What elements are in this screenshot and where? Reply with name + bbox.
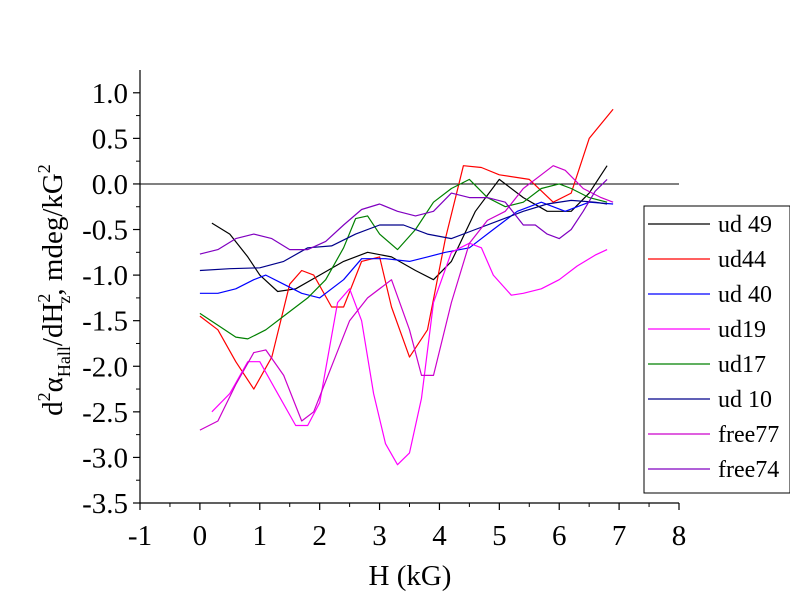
x-tick-label: 7 xyxy=(612,520,627,552)
y-tick-label: 0.0 xyxy=(92,169,128,201)
y-title-sub-hall: Hall xyxy=(54,346,74,377)
y-title-sub-z: z xyxy=(54,296,74,304)
series-line-ud-40 xyxy=(199,201,614,299)
legend-label-ud44: ud44 xyxy=(718,247,766,273)
x-tick-label: 4 xyxy=(432,520,447,552)
legend-box xyxy=(643,205,790,494)
legend-label-free74: free74 xyxy=(718,457,779,483)
legend-label-free77: free77 xyxy=(718,422,779,448)
series-layer xyxy=(199,108,614,466)
x-tick-label: 1 xyxy=(253,520,268,552)
x-tick-label: 8 xyxy=(672,520,687,552)
y-title-sup1: 2 xyxy=(34,392,54,401)
y-axis-title: d2αHall/dH2z, mdeg/kG2 xyxy=(34,164,74,416)
y-title-sup2: 2 xyxy=(34,294,54,303)
x-tick-label: 6 xyxy=(552,520,567,552)
x-tick-label: 2 xyxy=(312,520,327,552)
y-title-prefix: d xyxy=(37,401,69,416)
x-tick-label: 5 xyxy=(492,520,507,552)
x-axis-title: H (kG) xyxy=(369,560,452,592)
x-tick-label: -1 xyxy=(128,520,152,552)
y-tick-label: -3.0 xyxy=(82,442,128,474)
legend-items: ud 49 ud44 ud 40 ud19 ud17 ud 10 free77 free74 xyxy=(648,212,779,483)
series-line-free74 xyxy=(199,178,608,255)
legend-label-ud-49: ud 49 xyxy=(718,212,772,238)
y-tick-label: -2.5 xyxy=(82,397,128,429)
series-line-ud-49 xyxy=(211,165,608,293)
x-tick-label: 0 xyxy=(193,520,208,552)
y-tick-label: 1.0 xyxy=(92,78,128,110)
legend-label-ud17: ud17 xyxy=(718,352,766,378)
legend: ud 49 ud44 ud 40 ud19 ud17 ud 10 free77 free74 xyxy=(643,205,790,494)
y-title-sup3: 2 xyxy=(34,164,54,173)
y-ticks: 1.0 0.5 0.0 -0.5 -1.0 -1.5 -2.0 -2.5 -3.0 -3.5 xyxy=(82,78,140,520)
y-title-middle: /dH xyxy=(37,303,69,347)
series-line-free77 xyxy=(199,165,614,431)
y-tick-label: -2.0 xyxy=(82,351,128,383)
y-title-units: , mdeg/kG xyxy=(37,173,69,295)
y-tick-label: 0.5 xyxy=(92,123,128,155)
y-tick-label: -1.5 xyxy=(82,306,128,338)
series-line-ud-10 xyxy=(199,199,608,272)
series-line-ud19 xyxy=(211,242,608,466)
y-tick-label: -3.5 xyxy=(82,488,128,520)
x-ticks: -1 0 1 2 3 4 5 6 7 8 xyxy=(128,503,686,552)
y-tick-label: -1.0 xyxy=(82,260,128,292)
series-line-ud17 xyxy=(199,178,608,340)
legend-label-ud19: ud19 xyxy=(718,317,766,343)
y-tick-label: -0.5 xyxy=(82,215,128,247)
series-line-ud44 xyxy=(199,108,614,390)
legend-label-ud-40: ud 40 xyxy=(718,282,772,308)
y-title-alpha: α xyxy=(37,377,69,392)
legend-label-ud-10: ud 10 xyxy=(718,387,772,413)
x-tick-label: 3 xyxy=(372,520,387,552)
